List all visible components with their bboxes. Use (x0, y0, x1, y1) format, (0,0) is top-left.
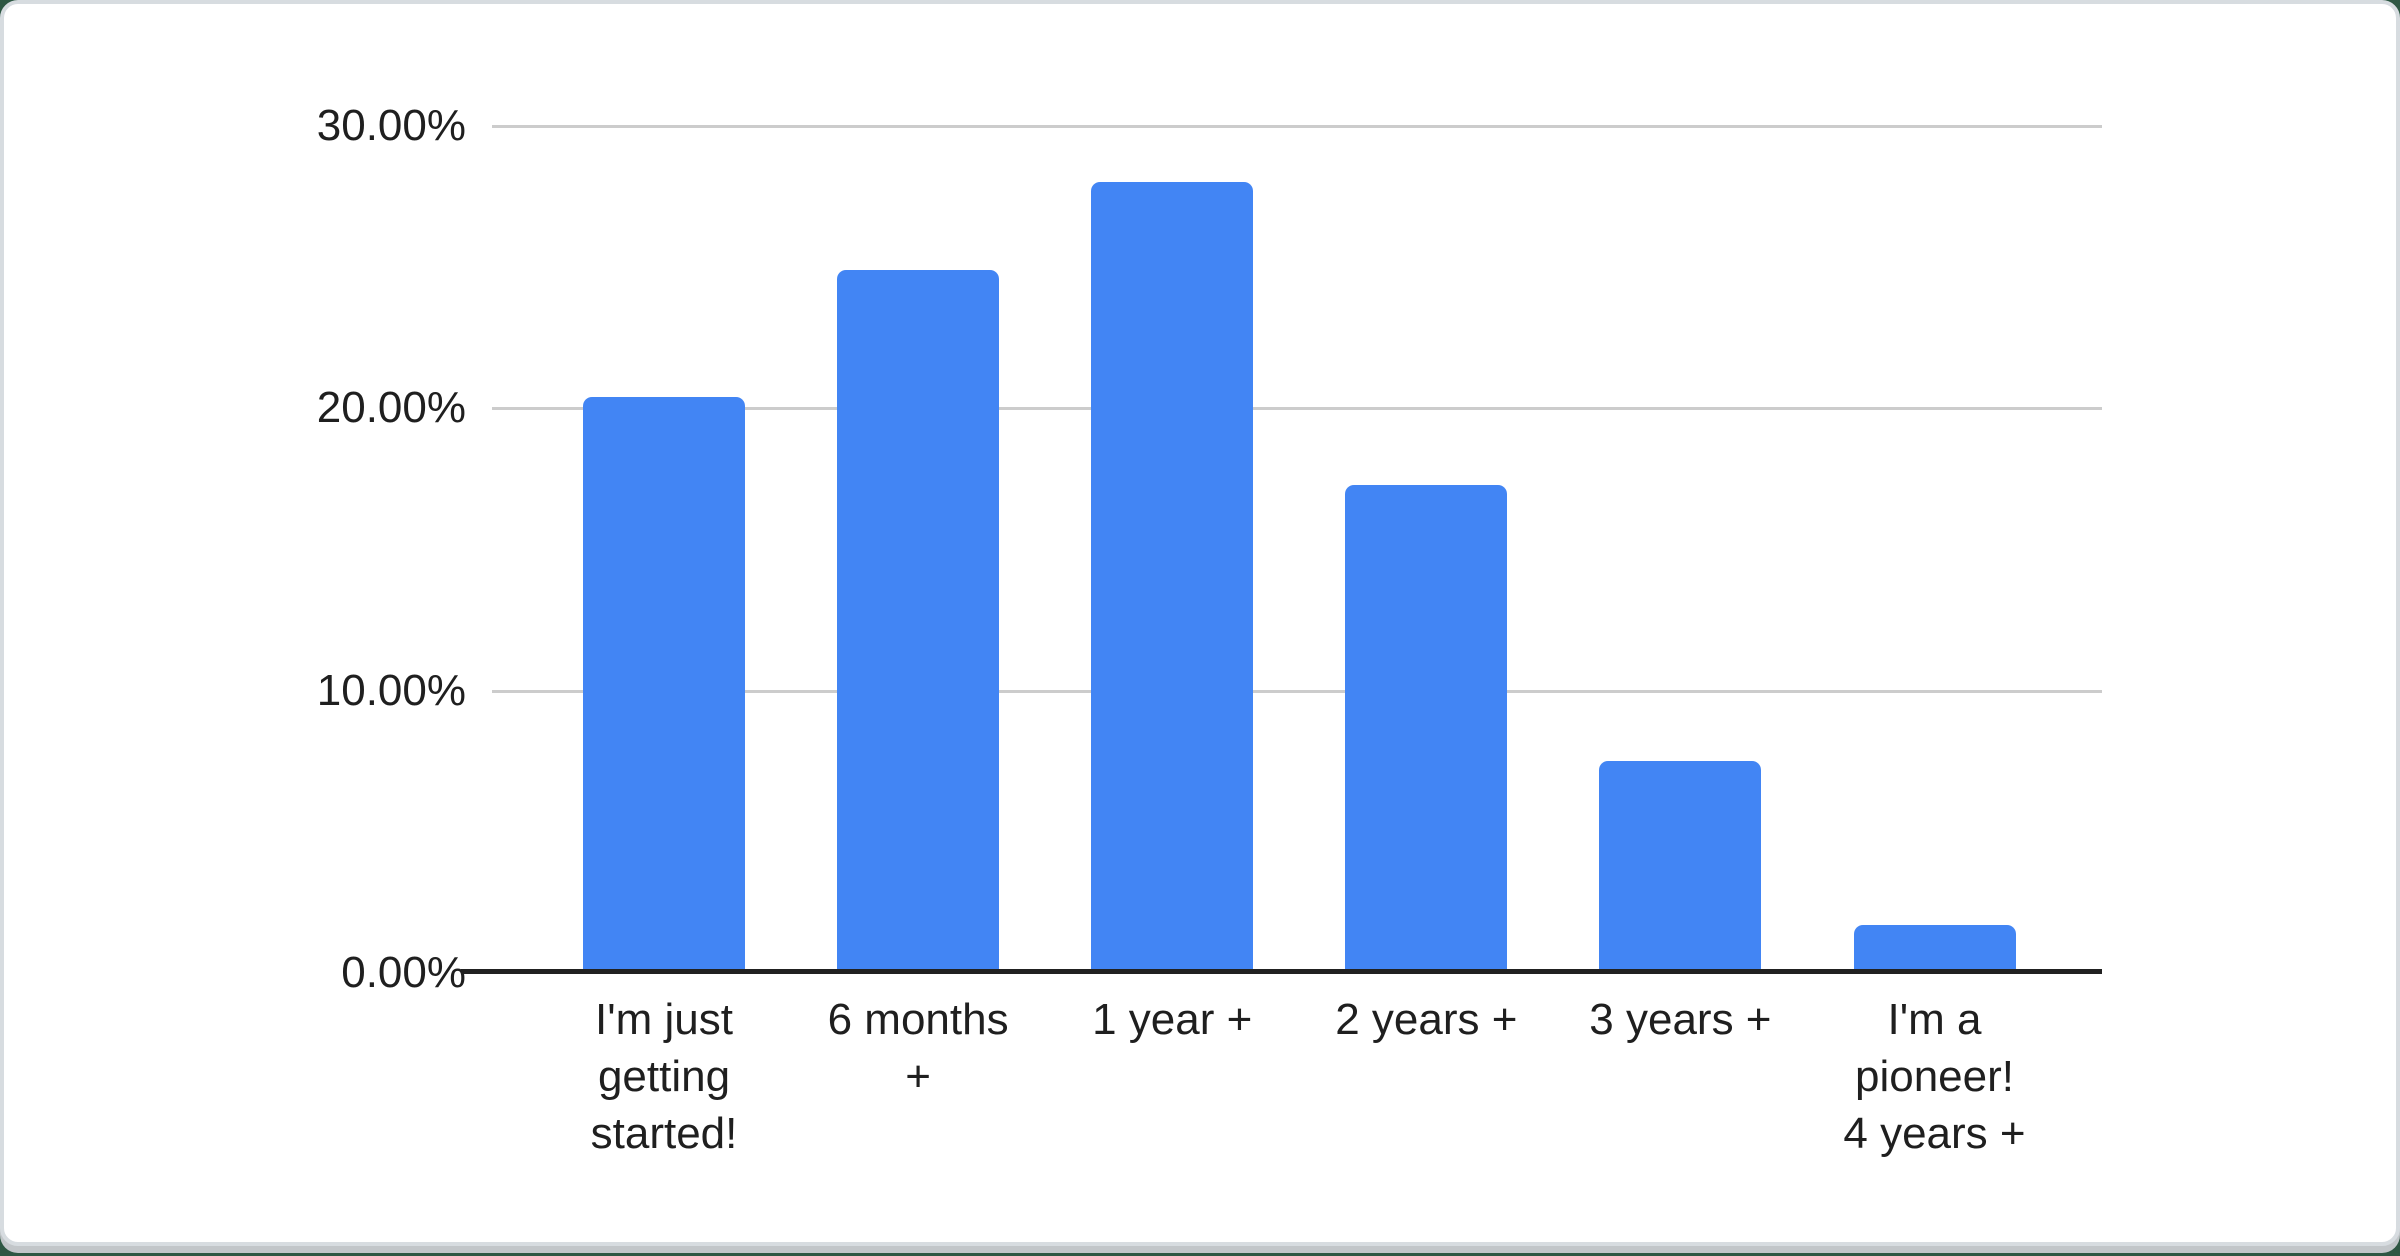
bar[interactable] (837, 269, 1000, 973)
bar[interactable] (1853, 925, 2016, 973)
y-axis-tick-label: 20.00% (316, 383, 466, 433)
gridline (492, 689, 2102, 693)
x-axis-category-label: I'm a pioneer! 4 years + (1843, 995, 2026, 1158)
bar-chart: 0.00% 10.00% 20.00% 30.00% I'm just getting… (4, 4, 2396, 1242)
y-axis-tick-label: 30.00% (316, 101, 466, 150)
gridline (492, 125, 2102, 128)
x-axis-line (461, 969, 2102, 974)
y-axis-tick-label: 0.00% (341, 948, 466, 997)
x-axis-category-label: 6 months + (827, 995, 1009, 1101)
y-axis-tick-label: 10.00% (316, 665, 466, 715)
bar[interactable] (1091, 182, 1254, 973)
x-axis-category-label: 2 years + (1335, 995, 1518, 1044)
x-axis-category-label: 1 year + (1092, 995, 1253, 1044)
gridline (492, 407, 2102, 411)
bar[interactable] (1345, 484, 1508, 973)
bar[interactable] (1599, 761, 1762, 973)
bar[interactable] (583, 397, 745, 973)
x-axis-category-label: 3 years + (1589, 995, 1772, 1044)
x-axis-category-label: I'm just getting started! (590, 995, 738, 1158)
